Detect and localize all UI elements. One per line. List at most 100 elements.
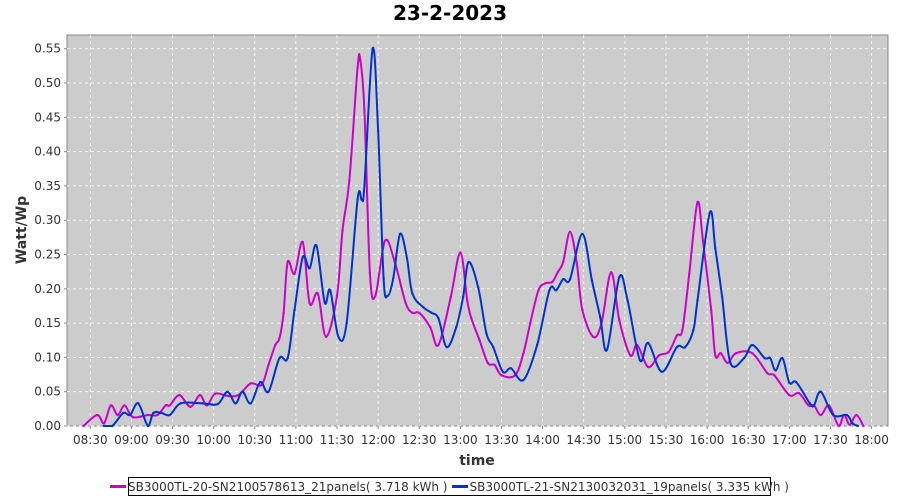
data-point [213,392,217,395]
data-point [819,390,823,393]
data-point [561,260,565,264]
legend-swatch [451,485,468,488]
data-point [568,230,572,234]
data-point [201,402,204,405]
data-point [168,413,171,417]
data-point [274,343,277,347]
data-point [466,299,469,302]
data-point [646,341,650,345]
data-point [675,334,679,337]
data-point [618,275,621,279]
data-point [111,424,114,428]
data-point [316,292,320,295]
data-point [657,354,661,357]
data-point [341,229,344,232]
data-point [492,345,495,349]
legend-label: SB3000TL-21-SN2130032031_19panels( 3.335… [469,479,789,494]
data-point [116,413,119,417]
data-point [486,361,489,365]
x-tick-label: 10:30 [237,433,272,447]
data-point [356,66,359,70]
data-point [278,356,281,360]
y-tick-label: 0.30 [34,213,61,227]
data-point [386,294,389,297]
data-point [683,345,687,349]
data-point [537,288,540,292]
data-point [308,302,311,305]
y-tick-label: 0.55 [34,42,61,56]
data-point [405,256,409,260]
data-point [470,317,473,320]
data-point [742,356,746,360]
data-point [592,335,595,339]
y-tick-label: 0.05 [34,385,61,399]
x-tick-label: 14:30 [566,433,601,447]
data-point [851,422,854,425]
data-point [267,363,270,367]
data-point [363,109,366,112]
data-point [681,328,684,332]
data-point [323,301,326,304]
data-point [729,361,732,365]
data-point [437,317,440,320]
data-point [696,299,699,302]
data-point [226,394,229,398]
data-point [437,343,440,347]
x-tick-label: 09:30 [155,433,190,447]
data-point [146,413,150,417]
data-point [618,319,621,322]
data-point [348,179,351,182]
data-point [675,345,679,349]
y-tick-label: 0.00 [34,419,61,433]
data-point [286,260,289,264]
data-point [734,352,738,355]
data-point [459,251,462,254]
y-tick-label: 0.25 [34,248,61,262]
data-point [726,361,729,365]
data-point [449,295,452,299]
data-point [164,404,167,407]
data-point [368,271,372,275]
data-point [371,47,374,50]
data-point [418,311,421,315]
data-point [781,356,784,360]
data-point [278,336,281,340]
data-point [719,352,722,355]
data-point [131,415,134,419]
data-point [363,184,366,188]
y-tick-label: 0.15 [34,316,61,330]
data-point [345,321,348,325]
plot-background [66,34,889,427]
data-point [714,354,717,357]
data-point [794,380,798,384]
data-point [293,272,296,275]
data-point [544,282,547,285]
data-point [862,424,865,428]
axes: 08:30 09:00 09:30 10:00 10:30 11:00 11:30 12:00… [34,42,889,447]
data-point [404,301,407,304]
legend-swatch [110,485,127,488]
data-point [478,339,481,342]
data-point [467,260,470,264]
data-point [301,240,304,244]
data-point [696,201,699,204]
data-point [324,335,328,339]
legend-item-series-2: SB3000TL-21-SN2130032031_19panels( 3.335… [451,479,789,494]
data-point [797,391,801,395]
data-point [766,371,769,375]
data-point [856,424,860,428]
data-point [529,321,532,325]
data-point [411,311,414,315]
data-point [501,370,505,374]
data-point [360,198,363,201]
x-tick-label: 13:30 [484,433,519,447]
data-point [234,402,237,405]
data-point [152,411,155,415]
data-point [709,308,713,312]
data-point [598,315,602,319]
data-point [179,402,182,405]
data-point [774,369,777,372]
data-point [198,393,202,397]
data-point [581,232,584,236]
data-point [548,288,551,292]
